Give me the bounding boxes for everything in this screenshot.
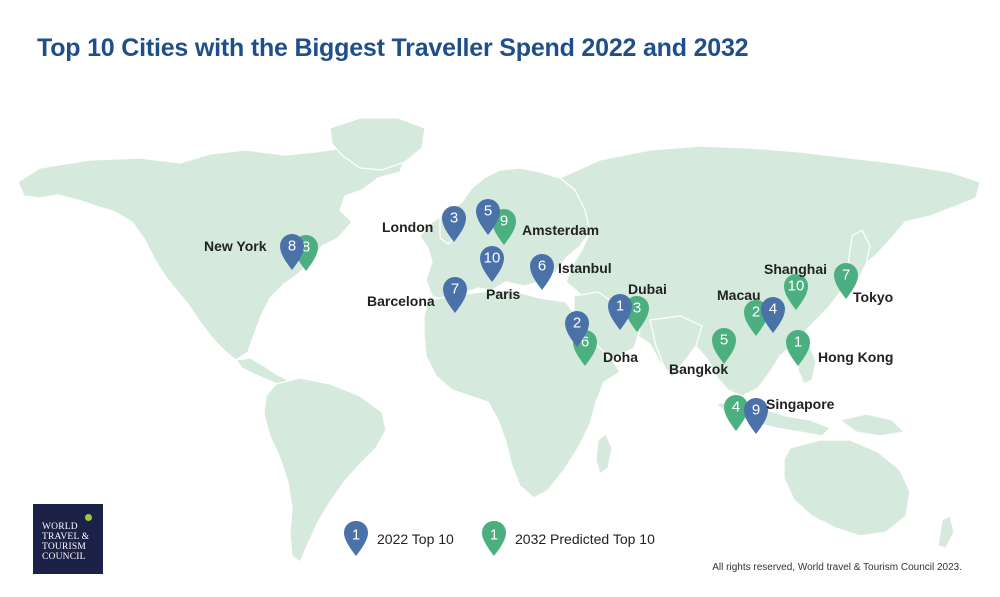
city-label-macau: Macau: [717, 287, 761, 303]
city-label-doha: Doha: [603, 349, 638, 365]
logo-line: TOURISM: [42, 542, 86, 552]
land-masses: [17, 117, 981, 563]
city-label-amsterdam: Amsterdam: [522, 222, 599, 238]
pin-2022-pin-rank: 1: [616, 298, 624, 315]
city-label-hong-kong: Hong Kong: [818, 349, 893, 365]
pin-2022-pin-rank: 2: [573, 315, 581, 332]
pin-2022-pin-marker-icon: [530, 254, 554, 290]
pin-2022-pin-paris: 10: [480, 246, 504, 282]
legend-pin-2032-icon: 1: [482, 521, 506, 556]
pin-2022-pin-macau: 4: [761, 297, 785, 333]
greenland: [329, 117, 426, 171]
pin-2022-pin-marker-icon: [442, 206, 466, 242]
pin-2022-pin-rank: 4: [769, 301, 777, 318]
pin-2032-pin-hong-kong: 1: [786, 330, 810, 366]
legend-item-2032: 1 2032 Predicted Top 10: [481, 520, 655, 558]
legend-pin-number: 1: [490, 527, 498, 544]
city-label-istanbul: Istanbul: [558, 260, 612, 276]
pin-2032-pin-marker-icon: [786, 330, 810, 366]
city-label-shanghai: Shanghai: [764, 261, 827, 277]
africa: [423, 289, 621, 499]
pin-2022-pin-barcelona: 7: [443, 277, 467, 313]
pin-2022-pin-rank: 3: [450, 210, 458, 227]
pin-2022-pin-marker-icon: [280, 234, 304, 270]
pin-2032-pin-rank: 1: [794, 334, 802, 351]
pin-2032-pin-rank: 7: [842, 267, 850, 284]
city-label-bangkok: Bangkok: [669, 361, 728, 377]
madagascar: [595, 433, 613, 476]
city-label-paris: Paris: [486, 286, 520, 302]
australia: [783, 439, 911, 537]
pin-2032-pin-marker-icon: [834, 263, 858, 299]
pin-2022-pin-marker-icon: [744, 398, 768, 434]
pin-2032-pin-rank: 9: [500, 213, 508, 230]
pin-2022-pin-amsterdam: 5: [476, 199, 500, 235]
pin-2022-pin-rank: 10: [484, 250, 501, 267]
legend-label-2032: 2032 Predicted Top 10: [515, 531, 655, 547]
pin-2032-pin-tokyo: 7: [834, 263, 858, 299]
logo-line: COUNCIL: [42, 552, 86, 562]
pin-2032-pin-rank: 5: [720, 332, 728, 349]
pin-2032-pin-rank: 10: [788, 278, 805, 295]
logo-text: WORLD TRAVEL & TOURISM COUNCIL: [42, 522, 89, 562]
copyright-notice: All rights reserved, World travel & Tour…: [712, 562, 962, 573]
city-label-new-york: New York: [204, 238, 267, 254]
wttc-logo: WORLD TRAVEL & TOURISM COUNCIL: [33, 504, 103, 574]
city-label-singapore: Singapore: [766, 396, 835, 412]
new-zealand: [937, 515, 955, 549]
logo-line: WORLD: [42, 522, 78, 532]
city-label-barcelona: Barcelona: [367, 293, 435, 309]
pin-2032-pin-marker-icon: [712, 328, 736, 364]
pin-2022-pin-marker-icon: [761, 297, 785, 333]
logo-line: TRAVEL &: [42, 532, 90, 542]
pin-2022-pin-rank: 5: [484, 203, 492, 220]
city-labels-layer: New York London Amsterdam Paris Barcelona Ist…: [204, 219, 893, 412]
pin-2032-pin-rank: 3: [633, 300, 641, 317]
legend-pin-number: 1: [352, 527, 360, 544]
pin-2022-pin-london: 3: [442, 206, 466, 242]
legend-label-2022: 2022 Top 10: [377, 531, 454, 547]
pin-2022-pin-doha: 2: [565, 311, 589, 347]
pin-2022-pin-marker-icon: [443, 277, 467, 313]
pin-2032-pin-rank: 2: [752, 304, 760, 321]
pin-2022-pin-marker-icon: [476, 199, 500, 235]
pin-2032-pin-marker-icon: [724, 395, 748, 431]
pin-2022-pin-rank: 6: [538, 258, 546, 275]
pin-2022-pin-rank: 9: [752, 402, 760, 419]
city-label-dubai: Dubai: [628, 281, 667, 297]
pin-2022-pin-dubai: 1: [608, 294, 632, 330]
legend-item-2022: 1 2022 Top 10: [343, 520, 454, 558]
legend-pin-2022-icon: 1: [344, 521, 368, 556]
north-america: [17, 147, 406, 361]
pin-2032-pin-rank: 6: [581, 334, 589, 351]
pin-2022-pin-rank: 8: [288, 238, 296, 255]
pin-2022-pin-singapore: 9: [744, 398, 768, 434]
pin-2022-pin-marker-icon: [565, 311, 589, 347]
pin-2022-pin-rank: 7: [451, 281, 459, 298]
logo-globe-icon: [85, 514, 92, 521]
city-label-tokyo: Tokyo: [853, 289, 893, 305]
pin-2022-pin-marker-icon: [608, 294, 632, 330]
pin-2032-pin-rank: 8: [302, 239, 310, 256]
city-label-london: London: [382, 219, 433, 235]
pin-2022-pin-new-york: 8: [280, 234, 304, 270]
pin-2032-pin-rank: 4: [732, 399, 740, 416]
south-america: [263, 377, 387, 563]
pin-2022-pin-istanbul: 6: [530, 254, 554, 290]
new-guinea: [838, 413, 906, 437]
indian-subcontinent: [649, 315, 703, 380]
pin-2032-pin-marker-icon: [784, 274, 808, 310]
pin-2032-pin-singapore: 4: [724, 395, 748, 431]
map-title: Top 10 Cities with the Biggest Traveller…: [37, 34, 749, 62]
pin-2032-pin-shanghai: 10: [784, 274, 808, 310]
pin-2032-pin-bangkok: 5: [712, 328, 736, 364]
pin-2022-pin-marker-icon: [480, 246, 504, 282]
central-america: [234, 357, 290, 387]
